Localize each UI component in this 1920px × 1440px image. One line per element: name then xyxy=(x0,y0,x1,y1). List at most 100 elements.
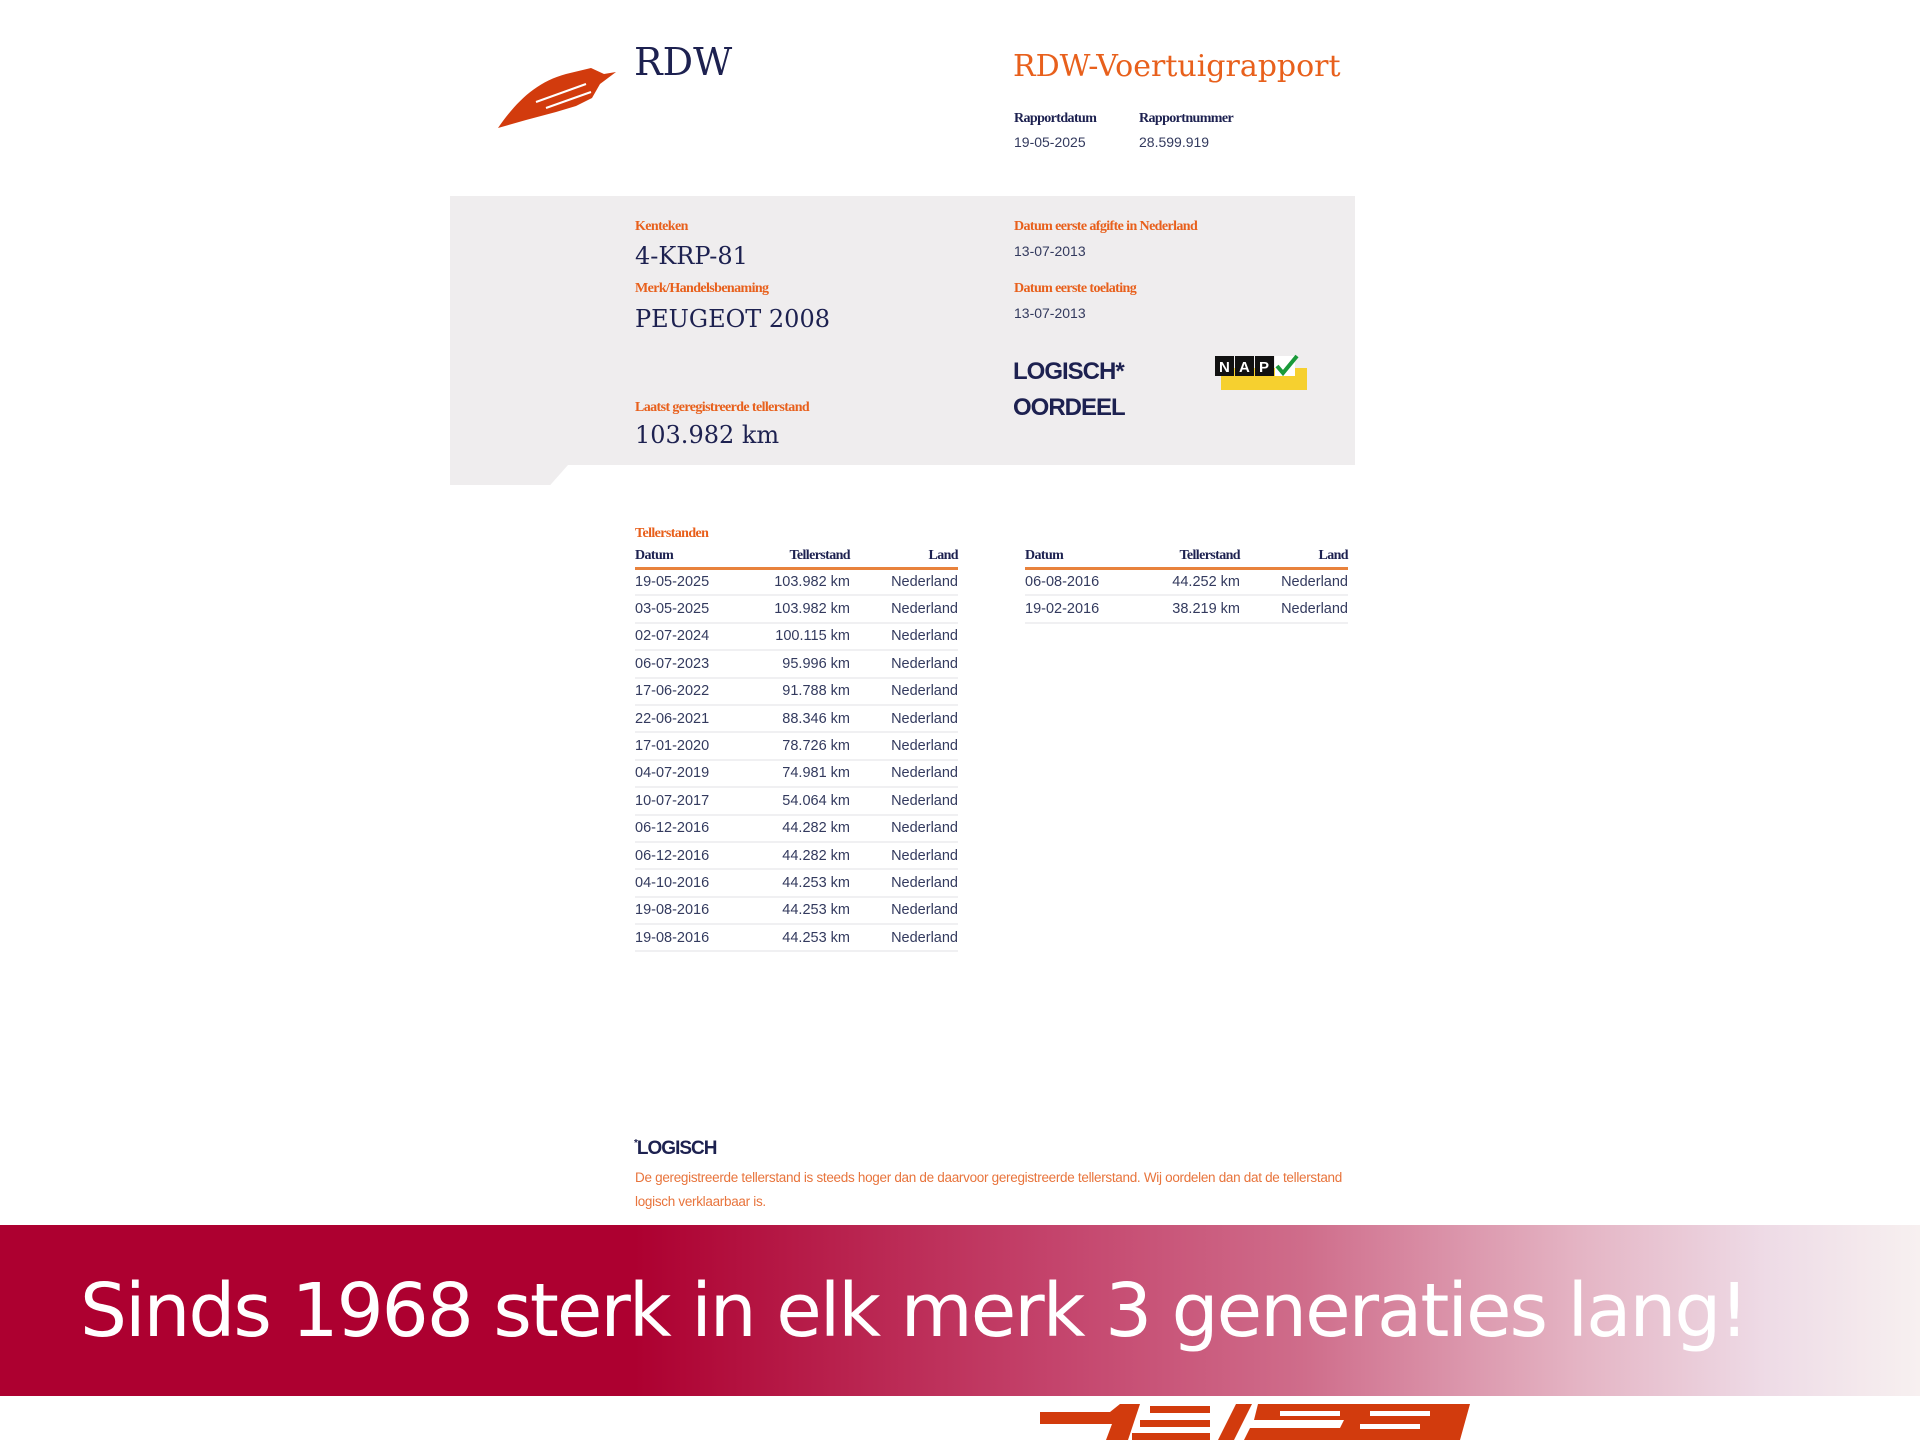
land-cell: Nederland xyxy=(850,841,958,871)
rapportnummer-value: 28.599.919 xyxy=(1139,134,1210,150)
table-row: 02-07-2024 100.115 km Nederland xyxy=(635,622,958,652)
tellerstand-cell: 44.282 km xyxy=(745,841,850,871)
kenteken-label: Kenteken xyxy=(635,219,688,234)
land-cell: Nederland xyxy=(850,759,958,789)
svg-text:P: P xyxy=(1259,359,1269,376)
tellerstanden-table-1: Datum Tellerstand Land 19-05-2025 103.982 km… xyxy=(635,548,959,953)
datum-cell: 17-01-2020 xyxy=(635,732,745,761)
report-title: RDW-Voertuigrapport xyxy=(1013,49,1341,84)
merk-value: PEUGEOT 2008 xyxy=(635,305,830,333)
land-cell: Nederland xyxy=(850,896,958,926)
tellerstanden-title: Tellerstanden xyxy=(635,526,709,541)
table-row: 10-07-2017 54.064 km Nederland xyxy=(635,787,958,816)
tellerstand-cell: 74.981 km xyxy=(745,759,850,789)
afgifte-label: Datum eerste afgifte in Nederland xyxy=(1014,219,1198,234)
footnote-title: *LOGISCH xyxy=(634,1138,717,1159)
land-cell: Nederland xyxy=(850,622,958,652)
tellerstand-cell: 44.253 km xyxy=(745,896,850,926)
column-header-datum: Datum xyxy=(1025,548,1135,570)
tellerstand-cell: 95.996 km xyxy=(745,650,850,679)
datum-cell: 04-07-2019 xyxy=(635,759,745,789)
table-row: 19-05-2025 103.982 km Nederland xyxy=(635,568,958,597)
toelating-label: Datum eerste toelating xyxy=(1014,281,1137,296)
tellerstanden-table-2: Datum Tellerstand Land 06-08-2016 44.252 km N… xyxy=(1025,548,1349,624)
land-cell: Nederland xyxy=(850,650,958,679)
datum-cell: 19-02-2016 xyxy=(1025,595,1135,624)
datum-cell: 17-06-2022 xyxy=(635,677,745,706)
tellerstand-cell: 54.064 km xyxy=(745,787,850,816)
table-header: Datum Tellerstand Land xyxy=(635,548,959,570)
land-cell: Nederland xyxy=(850,704,958,734)
land-cell: Nederland xyxy=(850,924,958,953)
table-header: Datum Tellerstand Land xyxy=(1025,548,1349,570)
rapportdatum-label: Rapportdatum xyxy=(1014,111,1097,126)
table-row: 22-06-2021 88.346 km Nederland xyxy=(635,704,958,734)
table-row: 06-08-2016 44.252 km Nederland xyxy=(1025,568,1348,597)
tellerstand-cell: 91.788 km xyxy=(745,677,850,706)
vehicle-summary-panel xyxy=(450,196,1355,465)
table-row: 03-05-2025 103.982 km Nederland xyxy=(635,595,958,624)
tellerstand-cell: 103.982 km xyxy=(745,595,850,624)
tellerstand-cell: 44.253 km xyxy=(745,869,850,898)
promo-banner xyxy=(0,1225,1920,1396)
land-cell: Nederland xyxy=(850,595,958,624)
table-row: 17-06-2022 91.788 km Nederland xyxy=(635,677,958,706)
kenteken-value: 4-KRP-81 xyxy=(635,242,748,270)
oordeel-value: LOGISCH* xyxy=(1013,358,1125,385)
datum-cell: 02-07-2024 xyxy=(635,622,745,652)
tellerstand-cell: 88.346 km xyxy=(745,704,850,734)
panel-notch xyxy=(450,465,568,485)
column-header-datum: Datum xyxy=(635,548,745,570)
table-row: 19-08-2016 44.253 km Nederland xyxy=(635,924,958,953)
land-cell: Nederland xyxy=(1240,568,1348,597)
land-cell: Nederland xyxy=(850,814,958,843)
land-cell: Nederland xyxy=(850,568,958,597)
svg-text:N: N xyxy=(1219,359,1230,376)
datum-cell: 04-10-2016 xyxy=(635,869,745,898)
tellerstand-cell: 44.253 km xyxy=(745,924,850,953)
rapportdatum-value: 19-05-2025 xyxy=(1014,134,1086,150)
column-header-tellerstand: Tellerstand xyxy=(1135,548,1241,570)
merk-label: Merk/Handelsbenaming xyxy=(635,281,769,296)
table-row: 06-12-2016 44.282 km Nederland xyxy=(635,841,958,871)
laatst-tellerstand-value: 103.982 km xyxy=(635,421,780,449)
table-row: 19-02-2016 38.219 km Nederland xyxy=(1025,595,1348,624)
table-row: 06-07-2023 95.996 km Nederland xyxy=(635,650,958,679)
rdw-feather-logo-icon xyxy=(498,68,616,128)
table-row: 19-08-2016 44.253 km Nederland xyxy=(635,896,958,926)
land-cell: Nederland xyxy=(1240,595,1348,624)
toelating-value: 13-07-2013 xyxy=(1014,305,1086,321)
column-header-land: Land xyxy=(1240,548,1349,570)
datum-cell: 06-07-2023 xyxy=(635,650,745,679)
logo-text: RDW xyxy=(634,40,733,84)
land-cell: Nederland xyxy=(850,732,958,761)
datum-cell: 06-08-2016 xyxy=(1025,568,1135,597)
rapportnummer-label: Rapportnummer xyxy=(1139,111,1234,126)
banner-slogan: Sinds 1968 sterk in elk merk 3 generatie… xyxy=(80,1268,1749,1354)
svg-text:A: A xyxy=(1239,359,1250,376)
nap-logo-icon: N A P xyxy=(1215,354,1307,390)
tellerstand-cell: 78.726 km xyxy=(745,732,850,761)
table-row: 04-10-2016 44.253 km Nederland xyxy=(635,869,958,898)
tellerstand-cell: 100.115 km xyxy=(745,622,850,652)
table-row: 04-07-2019 74.981 km Nederland xyxy=(635,759,958,789)
land-cell: Nederland xyxy=(850,869,958,898)
datum-cell: 06-12-2016 xyxy=(635,814,745,843)
datum-cell: 19-08-2016 xyxy=(635,896,745,926)
datum-cell: 03-05-2025 xyxy=(635,595,745,624)
column-header-tellerstand: Tellerstand xyxy=(745,548,851,570)
datum-cell: 19-08-2016 xyxy=(635,924,745,953)
datum-cell: 19-05-2025 xyxy=(635,568,745,597)
datum-cell: 06-12-2016 xyxy=(635,841,745,871)
column-header-land: Land xyxy=(850,548,959,570)
footnote-text: De geregistreerde tellerstand is steeds … xyxy=(635,1170,1342,1209)
oordeel-label: OORDEEL xyxy=(1013,394,1126,421)
tellerstand-cell: 44.282 km xyxy=(745,814,850,843)
dealer-logo-stripes-icon xyxy=(1040,1404,1470,1440)
table-row: 17-01-2020 78.726 km Nederland xyxy=(635,732,958,761)
land-cell: Nederland xyxy=(850,787,958,816)
afgifte-value: 13-07-2013 xyxy=(1014,243,1086,259)
table-row: 06-12-2016 44.282 km Nederland xyxy=(635,814,958,843)
tellerstand-cell: 44.252 km xyxy=(1135,568,1240,597)
datum-cell: 10-07-2017 xyxy=(635,787,745,816)
